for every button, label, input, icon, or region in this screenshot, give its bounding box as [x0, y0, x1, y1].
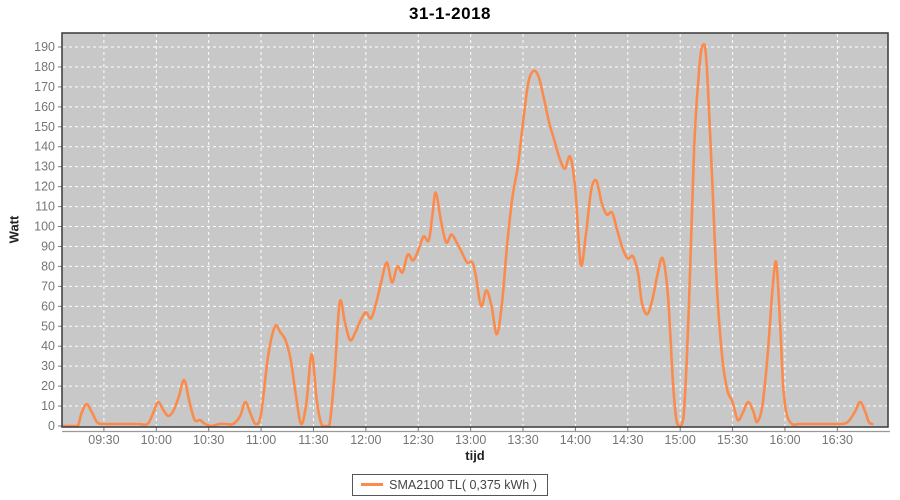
y-tick-label: 130 [34, 160, 55, 174]
x-tick-label: 10:30 [193, 433, 224, 447]
y-tick-label: 160 [34, 100, 55, 114]
y-tick-label: 120 [34, 180, 55, 194]
x-tick-label: 16:30 [822, 433, 853, 447]
plot-border [61, 32, 889, 428]
x-tick-label: 13:00 [455, 433, 486, 447]
x-tick-label: 13:30 [507, 433, 538, 447]
y-tick-label: 60 [41, 299, 55, 313]
x-tick-label: 10:00 [141, 433, 172, 447]
y-tick-label: 110 [35, 200, 55, 214]
y-tick-label: 180 [34, 60, 55, 74]
y-tick-label: 30 [41, 359, 55, 373]
x-tick-label: 12:00 [350, 433, 381, 447]
x-tick-label: 14:00 [560, 433, 591, 447]
y-tick-label: 20 [41, 379, 55, 393]
y-tick-label: 140 [34, 140, 55, 154]
y-tick-label: 70 [41, 279, 55, 293]
x-tick-label: 15:30 [717, 433, 748, 447]
x-tick-label: 11:30 [298, 433, 328, 447]
y-tick-label: 0 [48, 419, 55, 433]
x-tick-label: 11:00 [246, 433, 276, 447]
x-tick-label: 12:30 [403, 433, 434, 447]
legend-line-swatch [361, 483, 384, 486]
y-tick-label: 10 [41, 399, 55, 413]
y-tick-label: 40 [41, 339, 55, 353]
x-tick-label: 09:30 [88, 433, 119, 447]
y-tick-label: 50 [41, 319, 55, 333]
y-tick-label: 170 [34, 80, 55, 94]
y-tick-label: 90 [41, 239, 55, 253]
x-tick-label: 15:00 [665, 433, 696, 447]
x-tick-label: 14:30 [612, 433, 643, 447]
legend-box: SMA2100 TL( 0,375 kWh ) [352, 473, 548, 496]
chart-title: 31-1-2018 [408, 4, 491, 23]
legend-series-label: SMA2100 TL( 0,375 kWh ) [389, 477, 537, 492]
y-tick-label: 80 [41, 259, 55, 273]
x-axis-label: tijd [465, 448, 485, 463]
plot-background [62, 33, 888, 427]
y-tick-label: 150 [34, 120, 55, 134]
legend: SMA2100 TL( 0,375 kWh ) [0, 473, 900, 496]
x-tick-label: 16:00 [769, 433, 800, 447]
series-line [62, 42, 874, 427]
y-tick-label: 190 [34, 40, 55, 54]
y-tick-label: 100 [34, 220, 55, 234]
